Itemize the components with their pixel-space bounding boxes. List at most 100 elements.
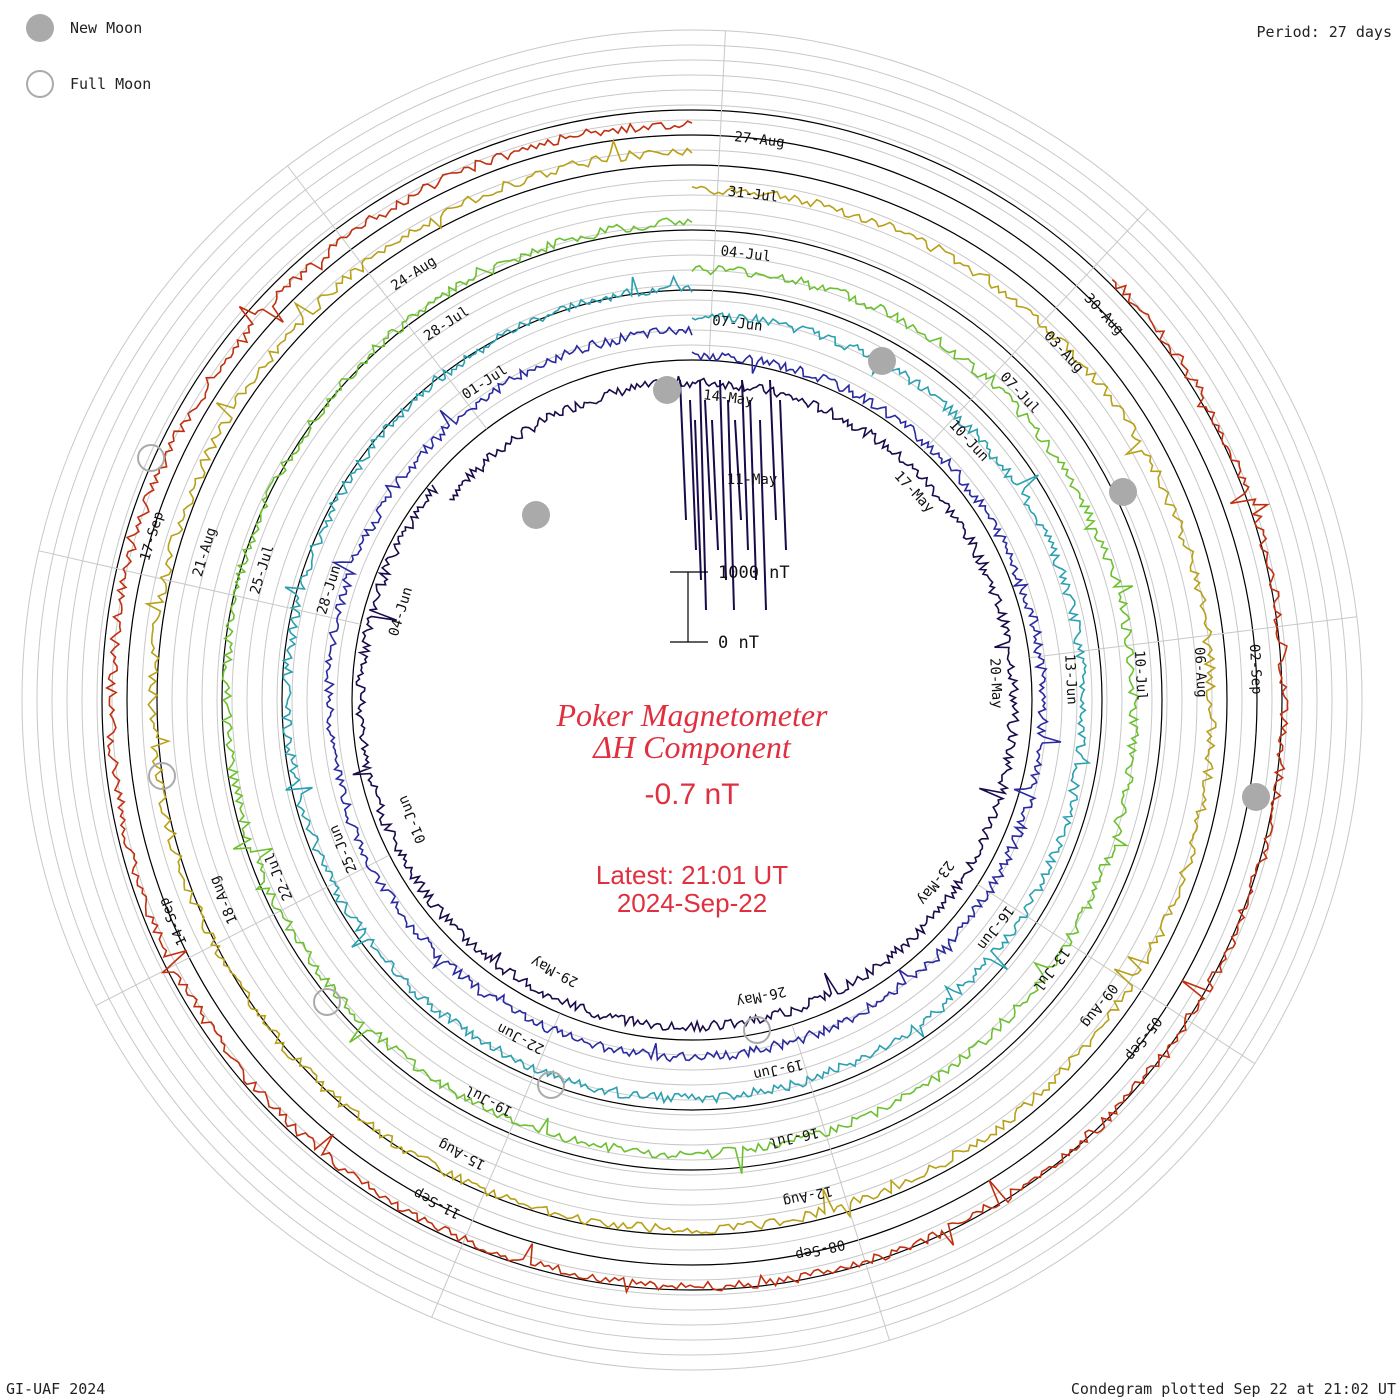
grid-ring — [186, 194, 1198, 1206]
trace-revolution-3 — [221, 217, 1140, 1174]
date-label: 03-Aug — [1040, 328, 1086, 376]
grid-ring — [261, 269, 1123, 1131]
new-moon-icon — [26, 14, 54, 42]
grid-spoke — [708, 30, 726, 361]
grid-ring — [141, 149, 1243, 1251]
date-label: 11-Sep — [411, 1185, 463, 1222]
grid-ring — [321, 329, 1063, 1071]
footer-plotted: Condegram plotted Sep 22 at 21:02 UT — [1070, 1380, 1396, 1398]
new-moon-marker — [868, 347, 896, 375]
baseline-circle — [351, 359, 1033, 1041]
full-moon-icon — [26, 70, 54, 98]
date-label: 26-May — [735, 983, 788, 1010]
date-label: 04-Jun — [386, 585, 416, 638]
date-label: 25-Jul — [247, 543, 277, 596]
date-label: 28-Jun — [314, 563, 344, 616]
date-label: 29-May — [528, 953, 580, 990]
grid-ring — [66, 74, 1318, 1326]
legend-full-moon: Full Moon — [26, 70, 151, 98]
date-label: 25-Jun — [326, 822, 361, 875]
trace-revolution-2 — [281, 274, 1092, 1105]
grid-ring — [201, 209, 1183, 1191]
date-label: 13-Jun — [1061, 654, 1080, 705]
new-moon-marker — [1242, 783, 1270, 811]
grid-ring — [336, 344, 1048, 1056]
chart-subtitle: ΔH Component — [591, 729, 792, 765]
trace-revolution-5 — [104, 120, 1289, 1295]
new-moon-marker — [522, 501, 550, 529]
date-label: 30-Aug — [1081, 291, 1127, 339]
scale-label-top: 1000 nT — [718, 563, 790, 583]
legend-new-moon: New Moon — [26, 14, 142, 42]
date-label: 16-Jun — [974, 902, 1017, 952]
date-label: 07-Jun — [711, 313, 763, 335]
baseline-circle — [156, 164, 1228, 1236]
trace-revolution-1 — [323, 325, 1062, 1063]
grid-ring — [291, 299, 1093, 1101]
moon-markers — [137, 347, 1270, 1099]
date-label: 28-Jul — [421, 303, 472, 344]
grid-spoke — [287, 165, 488, 430]
grid-spoke — [431, 1013, 561, 1318]
full-moon-marker — [537, 1071, 565, 1099]
grid-spoke — [38, 550, 361, 625]
grid-spokes — [38, 30, 1357, 1341]
date-label: 08-Sep — [794, 1236, 847, 1263]
full-moon-marker — [313, 988, 341, 1016]
date-label: 15-Aug — [436, 1136, 488, 1173]
grid-ring — [171, 179, 1213, 1221]
grid-ring — [276, 284, 1108, 1116]
grid-rings — [21, 29, 1363, 1371]
scale-label-bottom: 0 nT — [718, 633, 759, 653]
date-label: 21-Aug — [190, 526, 220, 579]
date-label: 12-Aug — [781, 1182, 834, 1209]
latest-time: Latest: 21:01 UT — [596, 860, 788, 890]
new-moon-marker — [653, 376, 681, 404]
date-label: 04-Jul — [720, 243, 772, 265]
grid-spoke — [1029, 616, 1357, 659]
date-label: 10-Jul — [1131, 650, 1150, 701]
latest-date: 2024-Sep-22 — [617, 888, 767, 918]
grid-ring — [231, 239, 1153, 1161]
grid-spoke — [977, 884, 1256, 1065]
period-label: Period: 27 days — [1256, 23, 1392, 41]
grid-ring — [111, 119, 1273, 1281]
date-label: 11-May — [727, 472, 778, 488]
date-label: 19-Jul — [463, 1082, 515, 1119]
date-label: 24-Aug — [388, 253, 439, 294]
footer-credit: GI-UAF 2024 — [6, 1380, 106, 1398]
full-moon-label: Full Moon — [70, 75, 152, 93]
grid-ring — [36, 44, 1348, 1356]
trace-revolution-4 — [144, 138, 1217, 1235]
grid-ring — [81, 89, 1303, 1311]
date-label: 01-Jun — [395, 793, 430, 846]
date-label: 14-May — [702, 387, 754, 409]
full-moon-marker — [137, 444, 165, 472]
chart-title: Poker Magnetometer — [555, 697, 828, 733]
date-label: 17-May — [891, 468, 937, 516]
new-moon-label: New Moon — [70, 19, 143, 37]
date-label: 06-Aug — [1191, 647, 1210, 698]
trace-revolution-0 — [352, 375, 1020, 1034]
grid-ring — [216, 224, 1168, 1176]
data-traces — [104, 120, 1289, 1295]
grid-spoke — [922, 208, 1149, 452]
date-label: 02-Sep — [1246, 644, 1265, 695]
date-label: 22-Jun — [495, 1020, 547, 1057]
date-label: 31-Jul — [727, 184, 779, 206]
date-label: 27-Aug — [733, 129, 785, 151]
baseline-circle — [101, 109, 1283, 1291]
date-label: 16-Jul — [767, 1124, 820, 1151]
date-label: 14-Sep — [156, 895, 191, 948]
grid-ring — [306, 314, 1078, 1086]
grid-spoke — [95, 854, 390, 1007]
full-moon-marker — [743, 1016, 771, 1044]
scale-bar: 1000 nT 0 nT — [670, 563, 790, 653]
date-label: 23-May — [914, 857, 957, 907]
baseline-circle — [281, 289, 1103, 1111]
date-label: 07-Jul — [997, 369, 1043, 417]
grid-ring — [51, 59, 1333, 1341]
date-label: 20-May — [986, 658, 1005, 709]
storm-spike — [679, 379, 787, 611]
